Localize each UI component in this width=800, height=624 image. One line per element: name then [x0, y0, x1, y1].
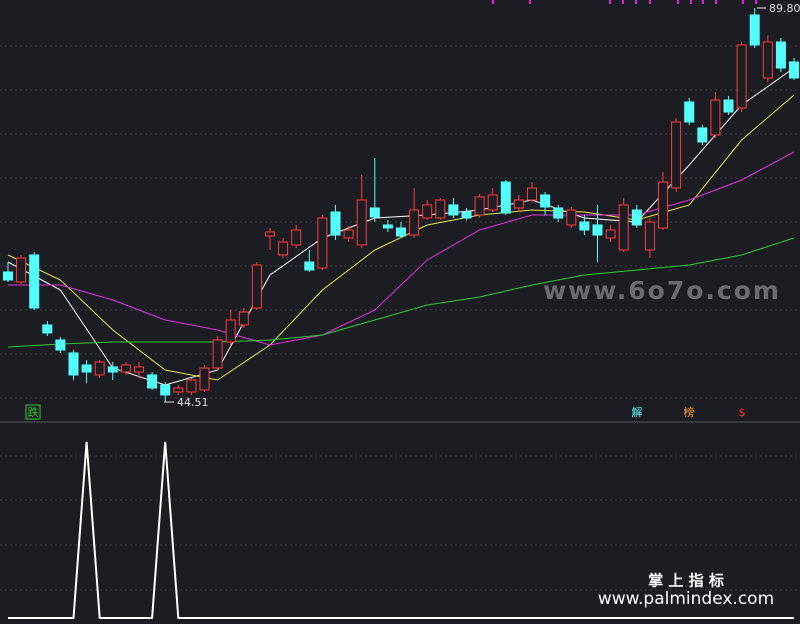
candle-body [147, 374, 158, 389]
candle-body [120, 364, 131, 373]
candle-body [396, 227, 406, 237]
candle-body [225, 319, 236, 343]
candle-body [186, 379, 197, 393]
candle-body [775, 41, 786, 69]
candle-body [409, 209, 420, 236]
candle-body [422, 204, 433, 219]
candle-body [212, 339, 223, 369]
candle-body [3, 271, 13, 281]
ma-line [7, 237, 795, 348]
candle-body [789, 61, 799, 79]
candle-body [291, 229, 302, 246]
candle-body [382, 224, 393, 229]
candle-body [435, 199, 446, 219]
candle-body [513, 199, 524, 209]
candle-body [540, 194, 551, 208]
candle-body [697, 127, 708, 143]
candle-body [723, 99, 734, 113]
top-signals [492, 0, 757, 4]
candle-body [173, 387, 184, 393]
candle-body [369, 207, 380, 218]
candle-body [16, 257, 27, 283]
signal: 跌 [28, 405, 39, 419]
candle-body [566, 209, 577, 226]
candle-body [134, 366, 144, 373]
signal: 解 [632, 405, 643, 419]
candle-body [487, 194, 498, 211]
candle-body [278, 241, 289, 256]
candle-body [107, 366, 118, 373]
candle-body [631, 209, 642, 226]
candle-body [592, 224, 603, 236]
candle-body [605, 229, 616, 239]
candle-body [710, 99, 721, 136]
candle-body [343, 229, 354, 239]
candle-body [618, 204, 629, 251]
watermark: www.6o7o.com [543, 276, 781, 305]
candle-body [330, 211, 341, 236]
signal-box [25, 404, 41, 420]
candle-body [55, 339, 66, 351]
low-label: 44.51 [177, 396, 209, 409]
candle-body [684, 101, 695, 123]
candle-body [448, 204, 459, 216]
candle-body [461, 211, 472, 219]
signal: 榜 [684, 405, 695, 419]
candle-body [474, 196, 485, 216]
candle-body [671, 121, 682, 189]
candle-body [251, 264, 262, 309]
annotations: 89.80 44.51 跌 解 榜 $ [25, 2, 800, 420]
candles [3, 8, 799, 619]
candle-body [658, 181, 668, 229]
candle-body [199, 367, 210, 391]
candle-body [81, 364, 92, 373]
signal: $ [739, 406, 746, 419]
candle-body [749, 14, 760, 46]
candle-body [94, 361, 105, 376]
candle-body [553, 207, 564, 219]
candle-body [644, 221, 655, 251]
footer-title: 掌 上 指 标 [648, 572, 724, 590]
candle-body [304, 261, 315, 271]
candle-body [356, 199, 367, 246]
candle-body [762, 41, 773, 79]
candle-body [736, 44, 747, 109]
candle-body [579, 221, 590, 231]
candle-body [29, 254, 40, 309]
high-label: 89.80 [769, 2, 800, 15]
candle-body [500, 181, 511, 214]
candle-body [42, 324, 53, 334]
candle-body [527, 187, 537, 201]
candle-body [317, 217, 328, 269]
candle-body [238, 311, 249, 326]
candle-body [68, 352, 79, 376]
footer-url: www.palmindex.com [598, 589, 774, 609]
candle-body [160, 384, 171, 396]
candle-body [265, 231, 275, 237]
indicator-line [8, 441, 794, 619]
